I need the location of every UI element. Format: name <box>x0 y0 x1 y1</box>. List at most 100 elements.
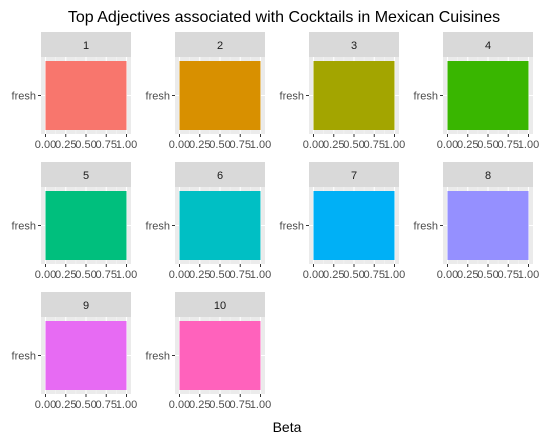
x-tick-label: 0.25 <box>323 269 344 281</box>
y-tick-label: fresh <box>414 91 438 103</box>
facet-strip <box>309 32 399 57</box>
x-tick-label: 1.00 <box>116 139 137 151</box>
x-tick-label: 0.50 <box>75 399 96 411</box>
x-tick-label: 1.00 <box>518 139 539 151</box>
facet-strip <box>41 162 131 187</box>
facet-panel-10: 10 fresh 0.000.250.500.751.00 <box>146 292 271 411</box>
bar <box>179 61 261 130</box>
x-axis-label: Beta <box>273 419 302 435</box>
x-tick-label: 0.00 <box>35 269 56 281</box>
y-tick-label: fresh <box>146 221 170 233</box>
facet-strip <box>175 292 265 317</box>
y-tick-label: fresh <box>280 221 304 233</box>
y-tick-label: fresh <box>12 91 36 103</box>
facet-panel-1: 1 fresh 0.000.250.500.751.00 <box>12 32 137 151</box>
x-tick-label: 0.00 <box>303 269 324 281</box>
bar <box>45 61 127 130</box>
x-tick-label: 0.00 <box>169 399 190 411</box>
x-tick-label: 0.75 <box>96 269 117 281</box>
facet-panel-6: 6 fresh 0.000.250.500.751.00 <box>146 162 271 281</box>
x-tick-label: 0.75 <box>498 269 519 281</box>
x-tick-label: 0.25 <box>55 269 76 281</box>
facet-strip-label: 2 <box>217 40 223 52</box>
facet-strip <box>443 32 533 57</box>
x-tick-label: 0.75 <box>230 399 251 411</box>
facet-strip-label: 9 <box>83 300 89 312</box>
x-tick-label: 0.50 <box>209 269 230 281</box>
facet-strip <box>41 292 131 317</box>
x-tick-label: 0.00 <box>169 139 190 151</box>
y-tick-label: fresh <box>414 221 438 233</box>
x-tick-label: 1.00 <box>384 139 405 151</box>
x-tick-label: 0.50 <box>209 139 230 151</box>
facet-panel-7: 7 fresh 0.000.250.500.751.00 <box>280 162 405 281</box>
x-tick-label: 0.00 <box>35 139 56 151</box>
x-tick-label: 0.25 <box>55 139 76 151</box>
bar <box>447 61 529 130</box>
x-tick-label: 0.00 <box>437 139 458 151</box>
chart-title: Top Adjectives associated with Cocktails… <box>68 9 500 26</box>
facet-strip-label: 7 <box>351 170 357 182</box>
x-tick-label: 0.00 <box>437 269 458 281</box>
x-tick-label: 0.75 <box>498 139 519 151</box>
x-tick-label: 0.75 <box>230 139 251 151</box>
x-tick-label: 0.75 <box>230 269 251 281</box>
facet-strip-label: 10 <box>214 300 226 312</box>
facet-strip-label: 1 <box>83 40 89 52</box>
x-tick-label: 0.25 <box>189 399 210 411</box>
bar <box>313 191 395 260</box>
facet-panel-4: 4 fresh 0.000.250.500.751.00 <box>414 32 539 151</box>
bar <box>45 321 127 390</box>
facet-strip-label: 6 <box>217 170 223 182</box>
facet-panel-5: 5 fresh 0.000.250.500.751.00 <box>12 162 137 281</box>
facet-strip <box>309 162 399 187</box>
facet-panel-2: 2 fresh 0.000.250.500.751.00 <box>146 32 271 151</box>
facet-strip <box>443 162 533 187</box>
y-tick-label: fresh <box>146 351 170 363</box>
x-tick-label: 0.00 <box>169 269 190 281</box>
bar <box>179 191 261 260</box>
x-tick-label: 0.50 <box>343 269 364 281</box>
bar <box>447 191 529 260</box>
y-tick-label: fresh <box>280 91 304 103</box>
facet-panel-3: 3 fresh 0.000.250.500.751.00 <box>280 32 405 151</box>
x-tick-label: 0.50 <box>343 139 364 151</box>
x-tick-label: 0.25 <box>457 269 478 281</box>
x-tick-label: 0.50 <box>209 399 230 411</box>
x-tick-label: 1.00 <box>116 269 137 281</box>
x-tick-label: 0.25 <box>55 399 76 411</box>
x-tick-label: 0.25 <box>189 269 210 281</box>
facet-strip-label: 4 <box>485 40 491 52</box>
x-tick-label: 1.00 <box>250 139 271 151</box>
x-tick-label: 0.00 <box>303 139 324 151</box>
x-tick-label: 0.00 <box>35 399 56 411</box>
x-tick-label: 0.50 <box>477 139 498 151</box>
y-tick-label: fresh <box>12 351 36 363</box>
x-tick-label: 0.50 <box>477 269 498 281</box>
bar <box>179 321 261 390</box>
facet-strip <box>175 162 265 187</box>
facet-strip-label: 3 <box>351 40 357 52</box>
x-tick-label: 1.00 <box>384 269 405 281</box>
x-tick-label: 1.00 <box>518 269 539 281</box>
facet-strip-label: 5 <box>83 170 89 182</box>
x-tick-label: 0.25 <box>457 139 478 151</box>
x-tick-label: 1.00 <box>116 399 137 411</box>
x-tick-label: 0.25 <box>189 139 210 151</box>
facet-panel-8: 8 fresh 0.000.250.500.751.00 <box>414 162 539 281</box>
x-tick-label: 0.75 <box>364 269 385 281</box>
x-tick-label: 0.50 <box>75 269 96 281</box>
facet-panels: 1fresh0.000.250.500.751.002fresh0.000.25… <box>12 32 539 411</box>
x-tick-label: 0.50 <box>75 139 96 151</box>
facet-strip <box>41 32 131 57</box>
bar <box>313 61 395 130</box>
x-tick-label: 1.00 <box>250 399 271 411</box>
x-tick-label: 0.75 <box>364 139 385 151</box>
x-tick-label: 0.25 <box>323 139 344 151</box>
facet-strip-label: 8 <box>485 170 491 182</box>
y-tick-label: fresh <box>146 91 170 103</box>
bar <box>45 191 127 260</box>
x-tick-label: 1.00 <box>250 269 271 281</box>
facet-panel-9: 9 fresh 0.000.250.500.751.00 <box>12 292 137 411</box>
